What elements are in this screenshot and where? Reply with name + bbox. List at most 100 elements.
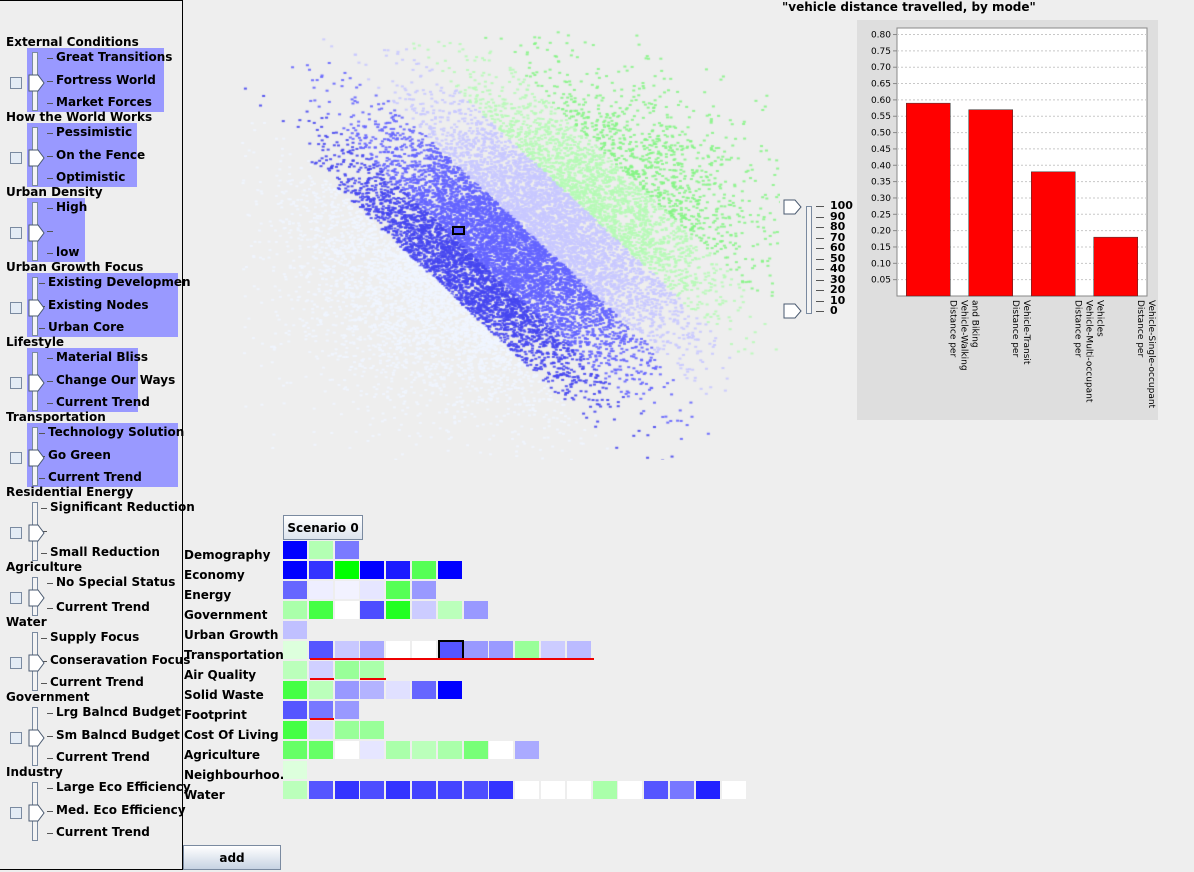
- param-option[interactable]: Fortress World: [56, 72, 156, 87]
- indicator-cell[interactable]: [283, 621, 307, 639]
- indicator-cell[interactable]: [515, 641, 540, 659]
- indicator-cell[interactable]: [515, 781, 540, 799]
- indicator-cell[interactable]: [566, 641, 591, 659]
- param-option[interactable]: Significant Reduction: [50, 500, 195, 514]
- indicator-cell[interactable]: [386, 781, 411, 799]
- indicator-cell[interactable]: [360, 581, 385, 599]
- scenario-space-scatter[interactable]: [240, 30, 780, 460]
- param-option[interactable]: Great Transitions: [56, 50, 173, 64]
- indicator-cell[interactable]: [386, 561, 411, 579]
- indicator-cell[interactable]: [515, 741, 540, 759]
- param-option[interactable]: Large Eco Efficiency: [56, 780, 191, 794]
- indicator-cell[interactable]: [334, 721, 359, 739]
- param-option[interactable]: Material Bliss: [56, 350, 148, 364]
- indicator-cell[interactable]: [283, 561, 307, 579]
- param-option[interactable]: Technology Solution: [48, 425, 185, 439]
- indicator-cell[interactable]: [437, 741, 462, 759]
- param-slider-thumb[interactable]: [28, 374, 46, 395]
- param-option[interactable]: Optimistic: [56, 170, 126, 184]
- param-option[interactable]: Pessimistic: [56, 125, 133, 139]
- indicator-cell[interactable]: [670, 781, 694, 799]
- param-option[interactable]: No Special Status: [56, 575, 176, 589]
- param-enable-checkbox[interactable]: [10, 656, 22, 669]
- param-slider-thumb[interactable]: [28, 149, 46, 170]
- indicator-cell[interactable]: [283, 721, 307, 739]
- opacity-slider-track[interactable]: [806, 206, 812, 314]
- indicator-cell[interactable]: [437, 681, 462, 699]
- opacity-slider[interactable]: 100 90 80 70 60 50 40 30 20 10 0: [780, 198, 853, 323]
- indicator-cell[interactable]: [360, 681, 385, 699]
- param-enable-checkbox[interactable]: [10, 591, 22, 604]
- indicator-cell[interactable]: [463, 641, 488, 659]
- indicator-cell[interactable]: [308, 721, 333, 739]
- indicator-cell[interactable]: [308, 681, 333, 699]
- scenario-0-button[interactable]: Scenario 0: [283, 515, 363, 540]
- param-option[interactable]: Med. Eco Efficiency: [56, 802, 186, 817]
- param-slider-thumb[interactable]: [28, 729, 46, 750]
- param-option[interactable]: Small Reduction: [50, 545, 160, 559]
- param-slider-thumb[interactable]: [28, 224, 46, 245]
- indicator-cell[interactable]: [489, 741, 514, 759]
- indicator-cell[interactable]: [618, 781, 643, 799]
- indicator-cell[interactable]: [308, 741, 333, 759]
- indicator-cell[interactable]: [644, 781, 669, 799]
- indicator-cell[interactable]: [283, 661, 307, 679]
- param-option[interactable]: Current Trend: [50, 675, 144, 689]
- param-option[interactable]: Current Trend: [48, 470, 142, 484]
- indicator-cell[interactable]: [308, 641, 333, 659]
- bar[interactable]: [968, 109, 1013, 297]
- indicator-cell[interactable]: [412, 641, 436, 659]
- indicator-cell[interactable]: [463, 601, 488, 619]
- indicator-cell[interactable]: [463, 781, 488, 799]
- param-slider-thumb[interactable]: [28, 449, 46, 470]
- indicator-cell[interactable]: [308, 661, 333, 679]
- indicator-cell[interactable]: [334, 701, 359, 719]
- indicator-cell[interactable]: [334, 641, 359, 659]
- indicator-cell[interactable]: [283, 701, 307, 719]
- indicator-cell[interactable]: [412, 601, 436, 619]
- indicator-cell[interactable]: [283, 761, 307, 779]
- indicator-cell[interactable]: [463, 741, 488, 759]
- indicator-cell[interactable]: [412, 581, 436, 599]
- indicator-cell[interactable]: [437, 641, 462, 659]
- indicator-cell[interactable]: [283, 641, 307, 659]
- indicator-cell[interactable]: [386, 581, 411, 599]
- indicator-cell[interactable]: [360, 641, 385, 659]
- selected-indicator-cell[interactable]: [438, 640, 464, 660]
- indicator-cell[interactable]: [360, 601, 385, 619]
- param-option[interactable]: Existing Developmen: [48, 275, 191, 289]
- param-slider-thumb[interactable]: [28, 589, 46, 610]
- indicator-cell[interactable]: [386, 681, 411, 699]
- indicator-cell[interactable]: [386, 601, 411, 619]
- indicator-cell[interactable]: [721, 781, 746, 799]
- indicator-cell[interactable]: [360, 721, 385, 739]
- param-enable-checkbox[interactable]: [10, 301, 22, 314]
- indicator-cell[interactable]: [412, 681, 436, 699]
- param-option[interactable]: Existing Nodes: [48, 297, 149, 312]
- indicator-cell[interactable]: [334, 661, 359, 679]
- indicator-cell[interactable]: [308, 541, 333, 559]
- indicator-cell[interactable]: [283, 741, 307, 759]
- param-option[interactable]: Go Green: [48, 447, 111, 462]
- indicator-cell[interactable]: [308, 561, 333, 579]
- param-enable-checkbox[interactable]: [10, 526, 22, 539]
- indicator-cell[interactable]: [334, 581, 359, 599]
- param-slider-thumb[interactable]: [28, 804, 46, 825]
- indicator-cell[interactable]: [412, 561, 436, 579]
- indicator-cell[interactable]: [386, 641, 411, 659]
- param-enable-checkbox[interactable]: [10, 226, 22, 239]
- indicator-cell[interactable]: [437, 601, 462, 619]
- indicator-cell[interactable]: [334, 781, 359, 799]
- indicator-cell[interactable]: [695, 781, 720, 799]
- param-option[interactable]: High: [56, 200, 88, 214]
- param-option[interactable]: Lrg Balncd Budget: [56, 705, 181, 719]
- indicator-cell[interactable]: [360, 561, 385, 579]
- param-enable-checkbox[interactable]: [10, 376, 22, 389]
- indicator-cell[interactable]: [437, 781, 462, 799]
- param-enable-checkbox[interactable]: [10, 806, 22, 819]
- bar[interactable]: [1093, 236, 1138, 297]
- param-enable-checkbox[interactable]: [10, 76, 22, 89]
- indicator-cell[interactable]: [283, 581, 307, 599]
- indicator-cell[interactable]: [334, 561, 359, 579]
- indicator-cell[interactable]: [283, 541, 307, 559]
